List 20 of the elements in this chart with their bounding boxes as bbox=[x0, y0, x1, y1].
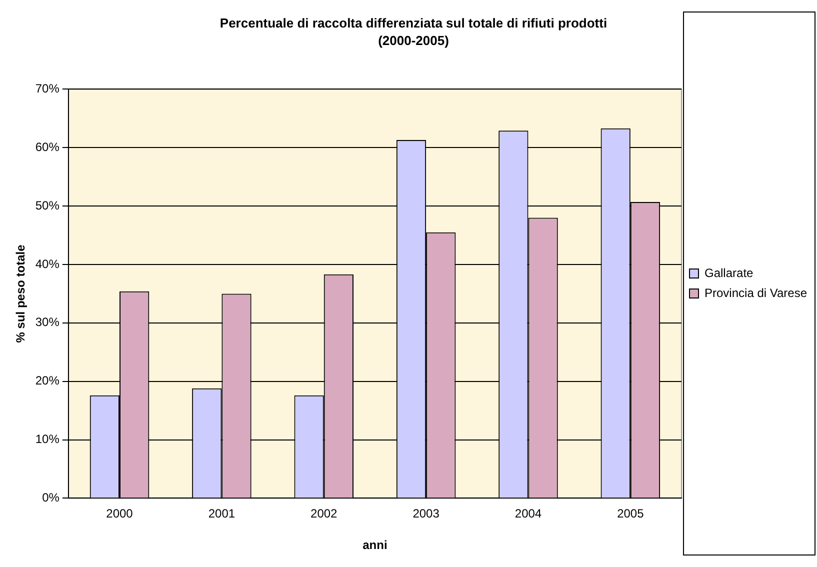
x-tick-label: 2004 bbox=[514, 506, 542, 521]
y-tick-label: 0% bbox=[42, 490, 60, 505]
y-tick-label: 60% bbox=[35, 140, 60, 154]
x-tick-label: 2003 bbox=[412, 506, 440, 521]
y-tick-label: 20% bbox=[35, 374, 60, 388]
chart-subtitle: (2000-2005) bbox=[378, 32, 449, 48]
y-tick-label: 70% bbox=[35, 82, 60, 96]
y-axis-title: % sul peso totale bbox=[14, 244, 28, 343]
y-tick-label: 40% bbox=[35, 256, 60, 271]
y-tick-label: 10% bbox=[35, 432, 60, 446]
x-tick-label: 2000 bbox=[106, 506, 134, 521]
legend-label: Gallarate bbox=[704, 266, 754, 280]
x-tick-label: 2001 bbox=[208, 506, 236, 521]
y-tick-label: 50% bbox=[35, 198, 60, 212]
x-tick-label: 2002 bbox=[310, 506, 338, 521]
x-tick-label: 2005 bbox=[617, 506, 644, 521]
chart-title: Percentuale di raccolta differenziata sul totale di rifiuti prodotti bbox=[220, 15, 608, 30]
legend-label: Provincia di Varese bbox=[704, 286, 808, 300]
y-tick-label: 30% bbox=[35, 315, 60, 330]
x-axis-title: anni bbox=[362, 538, 388, 552]
